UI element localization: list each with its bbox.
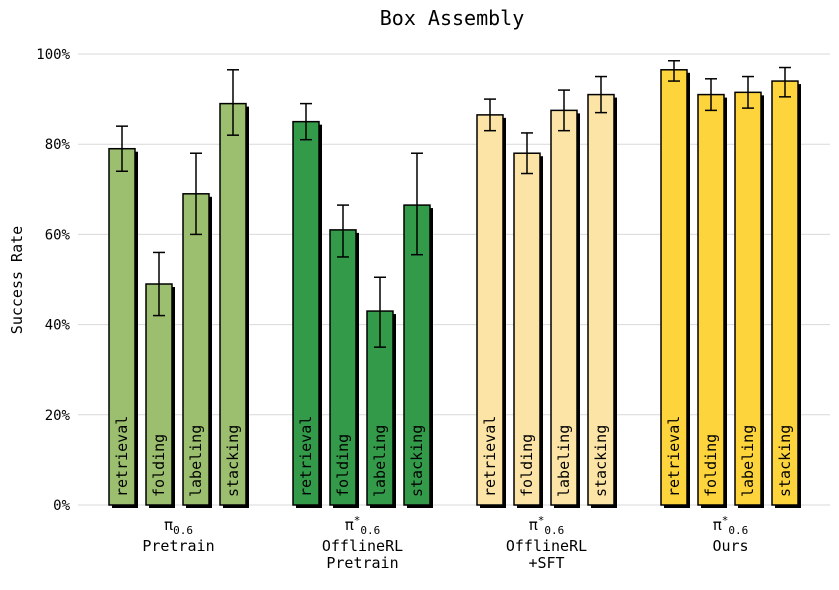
- bars: retrieval folding labeling stacking retrieva…: [108, 60, 801, 509]
- bar-retrieval: retrieval: [292, 102, 322, 509]
- version-subscript: 0.6: [360, 524, 380, 537]
- y-tick-label: 20%: [45, 408, 71, 424]
- pi-symbol: π: [713, 516, 722, 534]
- bar-labeling: labeling: [182, 152, 212, 508]
- bar-rect: [513, 152, 541, 506]
- y-tick-label: 80%: [45, 137, 71, 153]
- bar-rect: [771, 80, 799, 506]
- bar-label: stacking: [408, 425, 426, 497]
- bar-label: folding: [702, 434, 720, 497]
- group-label-line: OfflineRL: [506, 537, 587, 555]
- bar-folding: folding: [513, 132, 543, 508]
- bar-label: folding: [334, 434, 352, 497]
- bar-stacking: stacking: [771, 66, 801, 508]
- bar-retrieval: retrieval: [108, 125, 138, 508]
- bar-label: retrieval: [297, 416, 315, 497]
- y-axis-label: Success Rate: [8, 226, 26, 334]
- y-tick-label: 60%: [45, 227, 71, 243]
- bar-label: stacking: [592, 425, 610, 497]
- version-subscript: 0.6: [728, 524, 748, 537]
- group-label-symbol: π*0.6: [713, 514, 749, 537]
- bar-label: labeling: [555, 425, 573, 497]
- bar-rect: [660, 69, 688, 506]
- bar-labeling: labeling: [366, 276, 396, 508]
- bar-folding: folding: [697, 78, 727, 508]
- bar-labeling: labeling: [550, 89, 580, 508]
- bar-label: labeling: [371, 425, 389, 497]
- bar-label: labeling: [739, 425, 757, 497]
- bar-rect: [219, 102, 247, 506]
- group-label-line: +SFT: [528, 554, 564, 572]
- star-superscript: *: [538, 514, 545, 527]
- bar-rect: [329, 229, 357, 506]
- group-label-symbol: π*0.6: [345, 514, 381, 537]
- y-axis-ticks: 0% 20% 40% 60% 80% 100%: [36, 47, 70, 514]
- y-tick-label: 100%: [36, 47, 70, 63]
- group-label-line: Pretrain: [142, 537, 214, 555]
- bar-stacking: stacking: [403, 152, 433, 508]
- pi-symbol: π: [345, 516, 354, 534]
- bar-label: folding: [150, 434, 168, 497]
- bar-stacking: stacking: [587, 75, 617, 508]
- bar-label: retrieval: [665, 416, 683, 497]
- version-subscript: 0.6: [173, 524, 193, 537]
- bar-retrieval: retrieval: [660, 60, 690, 508]
- pi-symbol: π: [529, 516, 538, 534]
- bar-rect: [587, 93, 615, 506]
- y-tick-label: 40%: [45, 318, 71, 334]
- group-label-symbol: π*0.6: [529, 514, 565, 537]
- bar-label: folding: [518, 434, 536, 497]
- y-tick-label: 0%: [53, 498, 70, 514]
- group-labels: π0.6Pretrainπ*0.6OfflineRLPretrainπ*0.6O…: [142, 514, 748, 572]
- bar-folding: folding: [145, 251, 175, 508]
- group-label-line: Ours: [712, 537, 748, 555]
- group-label-line: OfflineRL: [322, 537, 403, 555]
- group-label-line: Pretrain: [326, 554, 398, 572]
- bar-labeling: labeling: [734, 75, 764, 509]
- bar-label: labeling: [187, 425, 205, 497]
- bar-rect: [550, 109, 578, 506]
- bar-label: stacking: [776, 425, 794, 497]
- star-superscript: *: [354, 514, 361, 527]
- bar-rect: [292, 120, 320, 506]
- bar-label: retrieval: [481, 416, 499, 497]
- version-subscript: 0.6: [544, 524, 564, 537]
- bar-retrieval: retrieval: [476, 98, 506, 508]
- star-superscript: *: [722, 514, 729, 527]
- bar-folding: folding: [329, 204, 359, 508]
- pi-symbol: π: [164, 516, 173, 534]
- group-label-symbol: π0.6: [164, 516, 193, 537]
- bar-label: retrieval: [113, 416, 131, 497]
- bar-label: stacking: [224, 425, 242, 497]
- bar-stacking: stacking: [219, 69, 249, 509]
- chart-title: Box Assembly: [380, 6, 525, 30]
